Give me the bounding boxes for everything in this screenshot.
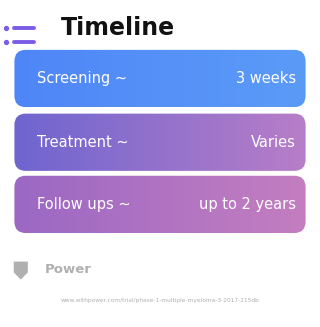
- Text: Screening ~: Screening ~: [37, 71, 127, 86]
- Text: Power: Power: [45, 263, 92, 276]
- Text: 3 weeks: 3 weeks: [236, 71, 296, 86]
- Text: Follow ups ~: Follow ups ~: [37, 197, 131, 212]
- Text: Treatment ~: Treatment ~: [37, 135, 128, 150]
- Polygon shape: [14, 262, 28, 280]
- Text: www.withpower.com/trial/phase-1-multiple-myeloma-3-2017-215db: www.withpower.com/trial/phase-1-multiple…: [60, 298, 260, 303]
- Text: up to 2 years: up to 2 years: [199, 197, 296, 212]
- Text: Timeline: Timeline: [61, 16, 175, 40]
- Text: Varies: Varies: [251, 135, 296, 150]
